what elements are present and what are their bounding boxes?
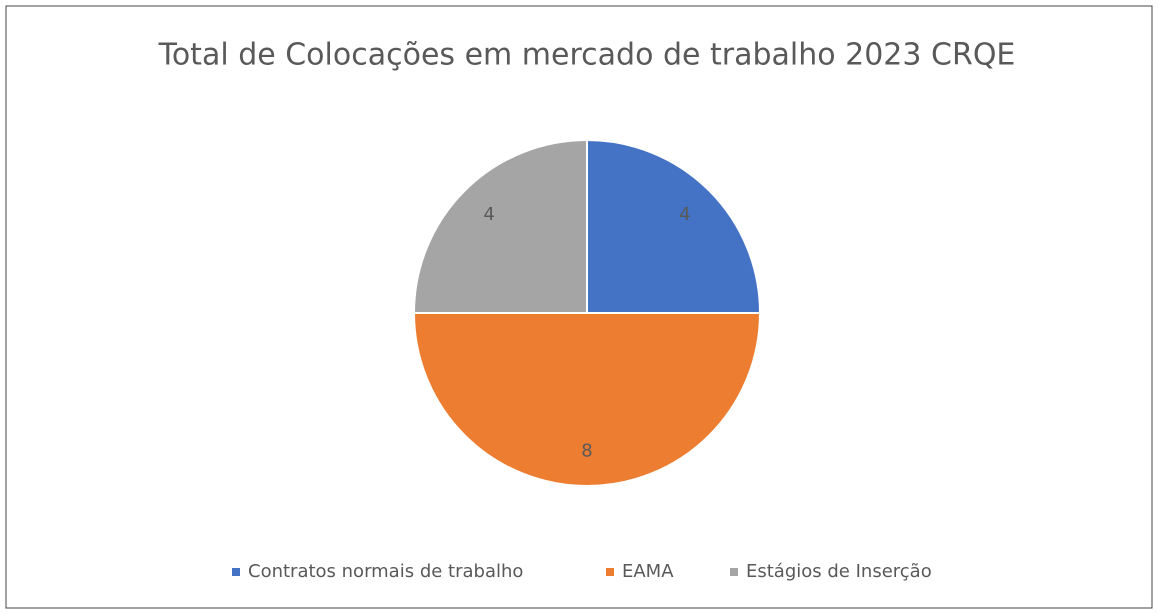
legend-swatch [730, 568, 738, 576]
data-label: 4 [483, 204, 494, 225]
pie-slice [412, 138, 588, 314]
data-label: 4 [679, 204, 690, 225]
pie-slice [586, 138, 762, 314]
legend-label: Contratos normais de trabalho [248, 561, 523, 582]
legend-label: EAMA [622, 561, 674, 582]
data-label: 8 [581, 440, 592, 461]
pie-slice [412, 312, 762, 487]
chart-title: Total de Colocações em mercado de trabal… [158, 38, 1016, 73]
legend-label: Estágios de Inserção [746, 561, 932, 582]
legend-swatch [606, 568, 614, 576]
legend-swatch [232, 568, 240, 576]
